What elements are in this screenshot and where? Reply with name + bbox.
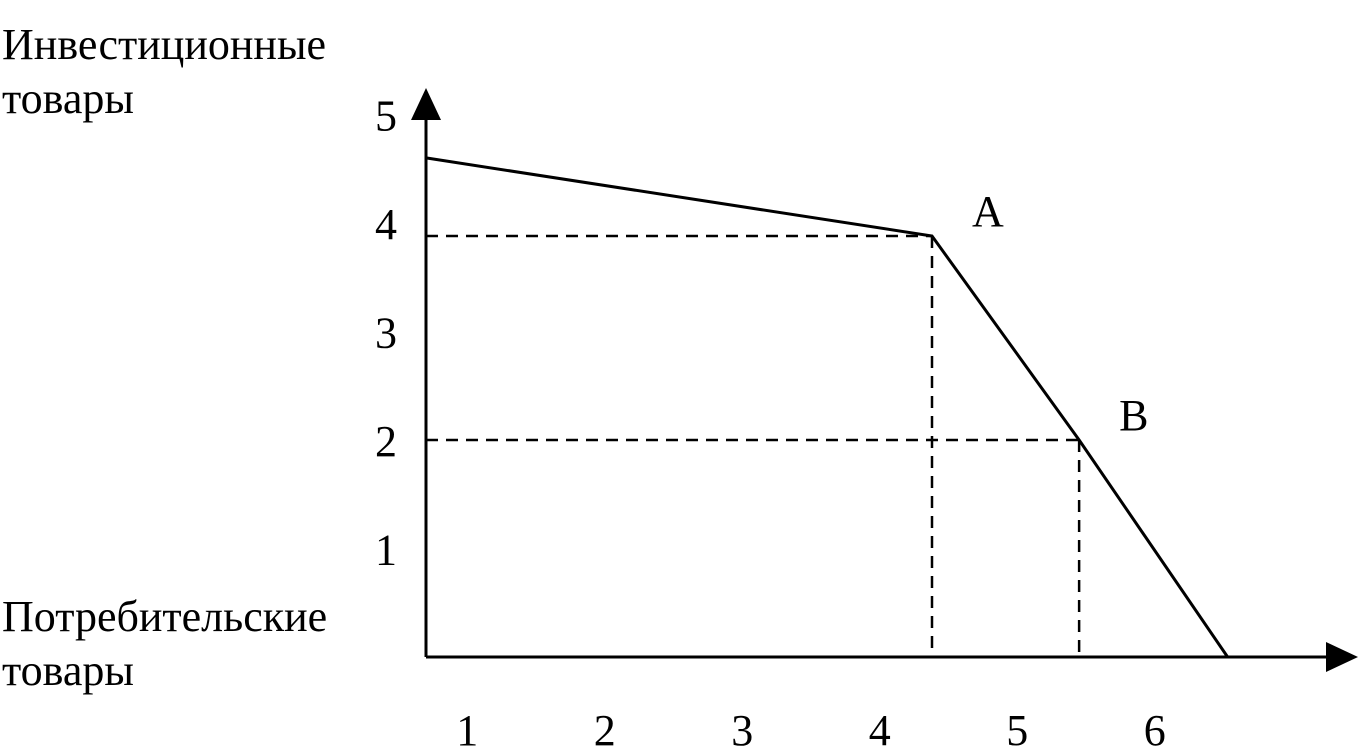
x-tick-label-6: 6 [1144,706,1166,747]
x-tick-label-2: 2 [594,706,616,747]
point-label-A: A [972,187,1004,236]
y-axis-arrow [411,88,441,120]
series [425,156,1229,658]
ppf-curve [425,156,1229,658]
point-label-B: B [1119,391,1148,440]
x-axis-title: Потребительские товары [2,590,327,698]
x-tick-label-1: 1 [456,706,478,747]
x-axis-arrow [1326,642,1358,672]
y-tick-label-2: 2 [375,417,397,466]
y-axis-title-line-2: товары [2,74,134,123]
y-tick-label-5: 5 [375,92,397,141]
tick-labels: 1 2 3 4 5 6 1 2 3 4 5 [375,92,1166,747]
dashed-guides [426,234,1081,657]
x-tick-label-3: 3 [731,706,753,747]
y-tick-label-1: 1 [375,526,397,575]
x-tick-label-5: 5 [1006,706,1028,747]
x-axis-title-line-2: товары [2,646,134,695]
y-axis-title: Инвестиционные товары [2,18,326,126]
y-tick-label-4: 4 [375,200,397,249]
axes [411,88,1358,672]
y-tick-label-3: 3 [375,309,397,358]
point-labels: AB [972,187,1148,440]
x-axis-title-line-1: Потребительские [2,592,328,641]
y-axis-title-line-1: Инвестиционные [2,20,327,69]
x-tick-label-4: 4 [869,706,891,747]
